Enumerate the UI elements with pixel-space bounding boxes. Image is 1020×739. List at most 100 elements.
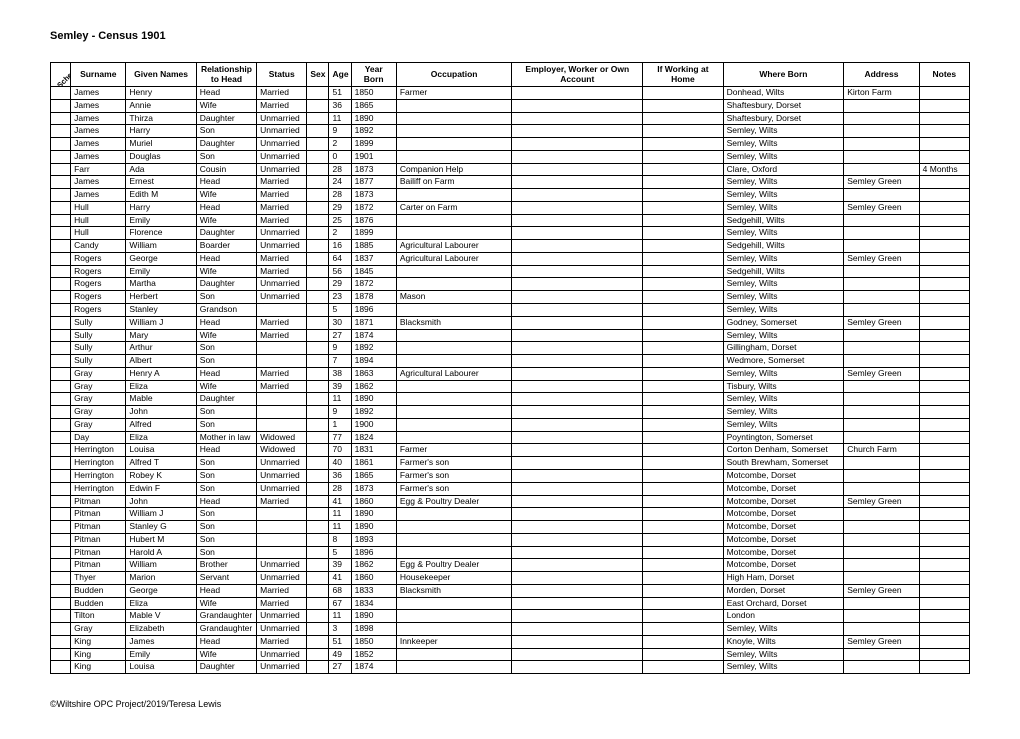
table-cell [51, 623, 71, 636]
col-occupation: Occupation [396, 63, 512, 87]
table-row: JamesThirzaDaughterUnmarried111890Shafte… [51, 112, 970, 125]
table-cell: King [71, 648, 126, 661]
table-row: CandyWilliamBoarderUnmarried161885Agricu… [51, 240, 970, 253]
table-cell: Herrington [71, 469, 126, 482]
table-cell: Son [196, 546, 256, 559]
table-cell: Emily [126, 648, 196, 661]
table-cell: Semley Green [844, 176, 919, 189]
table-cell: 1831 [351, 444, 396, 457]
table-cell [307, 610, 329, 623]
table-cell [257, 393, 307, 406]
table-cell [512, 150, 643, 163]
table-cell: Agricultural Labourer [396, 252, 512, 265]
table-cell: Semley, Wilts [723, 329, 844, 342]
table-row: HullHarryHeadMarried291872Carter on Farm… [51, 201, 970, 214]
table-cell: Farmer's son [396, 482, 512, 495]
table-cell: Daughter [196, 393, 256, 406]
table-cell [512, 469, 643, 482]
table-cell: James [71, 176, 126, 189]
table-cell [307, 316, 329, 329]
table-cell: Semley Green [844, 201, 919, 214]
table-cell: Pitman [71, 521, 126, 534]
table-row: SullyWilliam JHeadMarried301871Blacksmit… [51, 316, 970, 329]
table-cell [643, 355, 723, 368]
table-cell [919, 648, 969, 661]
table-cell: 8 [329, 533, 351, 546]
table-cell [844, 406, 919, 419]
table-cell: Harry [126, 125, 196, 138]
table-cell: Unmarried [257, 457, 307, 470]
table-cell [51, 265, 71, 278]
table-cell: Stanley [126, 304, 196, 317]
table-cell: Sully [71, 342, 126, 355]
table-cell: Farmer's son [396, 469, 512, 482]
table-row: GrayJohnSon91892Semley, Wilts [51, 406, 970, 419]
table-cell [307, 648, 329, 661]
table-cell: Unmarried [257, 482, 307, 495]
table-cell: Farr [71, 163, 126, 176]
table-cell [512, 329, 643, 342]
table-cell [512, 189, 643, 202]
table-cell: 11 [329, 521, 351, 534]
table-cell [307, 138, 329, 151]
table-cell: Semley, Wilts [723, 393, 844, 406]
table-cell [643, 138, 723, 151]
table-cell: 1873 [351, 163, 396, 176]
table-cell: Motcombe, Dorset [723, 559, 844, 572]
table-cell [643, 533, 723, 546]
table-cell: 1890 [351, 393, 396, 406]
table-cell [396, 265, 512, 278]
table-cell: Arthur [126, 342, 196, 355]
table-cell: 1878 [351, 291, 396, 304]
table-cell: 1850 [351, 87, 396, 100]
table-cell: Married [257, 201, 307, 214]
table-cell: Unmarried [257, 163, 307, 176]
table-cell: 16 [329, 240, 351, 253]
table-cell: Herrington [71, 482, 126, 495]
table-cell [307, 508, 329, 521]
table-cell: 28 [329, 189, 351, 202]
table-cell [51, 329, 71, 342]
table-cell: Motcombe, Dorset [723, 495, 844, 508]
table-cell [512, 125, 643, 138]
table-cell [51, 533, 71, 546]
table-cell: Pitman [71, 508, 126, 521]
table-cell: Son [196, 533, 256, 546]
table-cell [919, 406, 969, 419]
table-cell [307, 457, 329, 470]
table-cell [512, 393, 643, 406]
table-cell: Housekeeper [396, 572, 512, 585]
table-cell: Wife [196, 380, 256, 393]
table-cell: Edwin F [126, 482, 196, 495]
table-cell: Sully [71, 329, 126, 342]
table-cell [643, 495, 723, 508]
table-cell [643, 457, 723, 470]
table-cell [307, 380, 329, 393]
table-cell: Harry [126, 201, 196, 214]
table-cell: 4 Months [919, 163, 969, 176]
table-row: SullyAlbertSon71894Wedmore, Somerset [51, 355, 970, 368]
table-cell: 1874 [351, 661, 396, 674]
table-cell [512, 648, 643, 661]
table-cell [844, 291, 919, 304]
table-cell [257, 521, 307, 534]
table-row: PitmanWilliam JSon111890Motcombe, Dorset [51, 508, 970, 521]
table-cell [307, 597, 329, 610]
table-cell [919, 240, 969, 253]
table-cell: Wife [196, 214, 256, 227]
table-cell: Semley, Wilts [723, 252, 844, 265]
table-cell: Eliza [126, 597, 196, 610]
table-cell: 1871 [351, 316, 396, 329]
table-cell: 1860 [351, 495, 396, 508]
table-cell [844, 189, 919, 202]
table-cell [396, 99, 512, 112]
table-cell: James [71, 150, 126, 163]
table-cell: Emily [126, 265, 196, 278]
table-cell [643, 610, 723, 623]
table-cell: 1899 [351, 227, 396, 240]
table-cell [396, 521, 512, 534]
table-cell [396, 342, 512, 355]
col-given: Given Names [126, 63, 196, 87]
table-cell: Semley, Wilts [723, 406, 844, 419]
table-cell: 11 [329, 508, 351, 521]
